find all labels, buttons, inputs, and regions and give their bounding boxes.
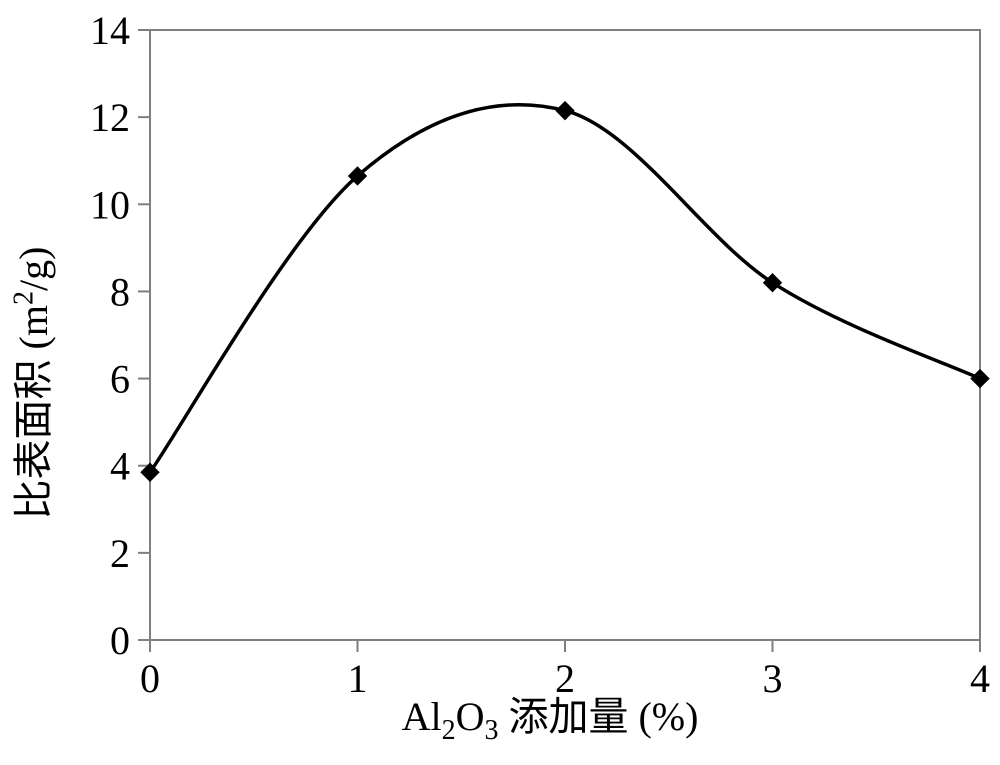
x-axis-label: Al2O3 添加量 (%) bbox=[0, 684, 1000, 747]
data-marker bbox=[556, 102, 574, 120]
chart-container: 0123402468101214 比表面积 (m2/g) Al2O3 添加量 (… bbox=[0, 0, 1000, 765]
data-marker bbox=[971, 370, 989, 388]
y-tick-label: 6 bbox=[110, 357, 130, 402]
y-tick-label: 8 bbox=[110, 269, 130, 314]
series-line bbox=[150, 105, 980, 473]
y-axis-label: 比表面积 (m2/g) bbox=[1, 246, 59, 519]
y-tick-label: 10 bbox=[90, 182, 130, 227]
y-tick-label: 4 bbox=[110, 444, 130, 489]
chart-svg: 0123402468101214 bbox=[0, 0, 1000, 765]
y-tick-label: 14 bbox=[90, 8, 130, 53]
y-tick-label: 12 bbox=[90, 95, 130, 140]
y-tick-label: 2 bbox=[110, 531, 130, 576]
y-tick-label: 0 bbox=[110, 618, 130, 663]
